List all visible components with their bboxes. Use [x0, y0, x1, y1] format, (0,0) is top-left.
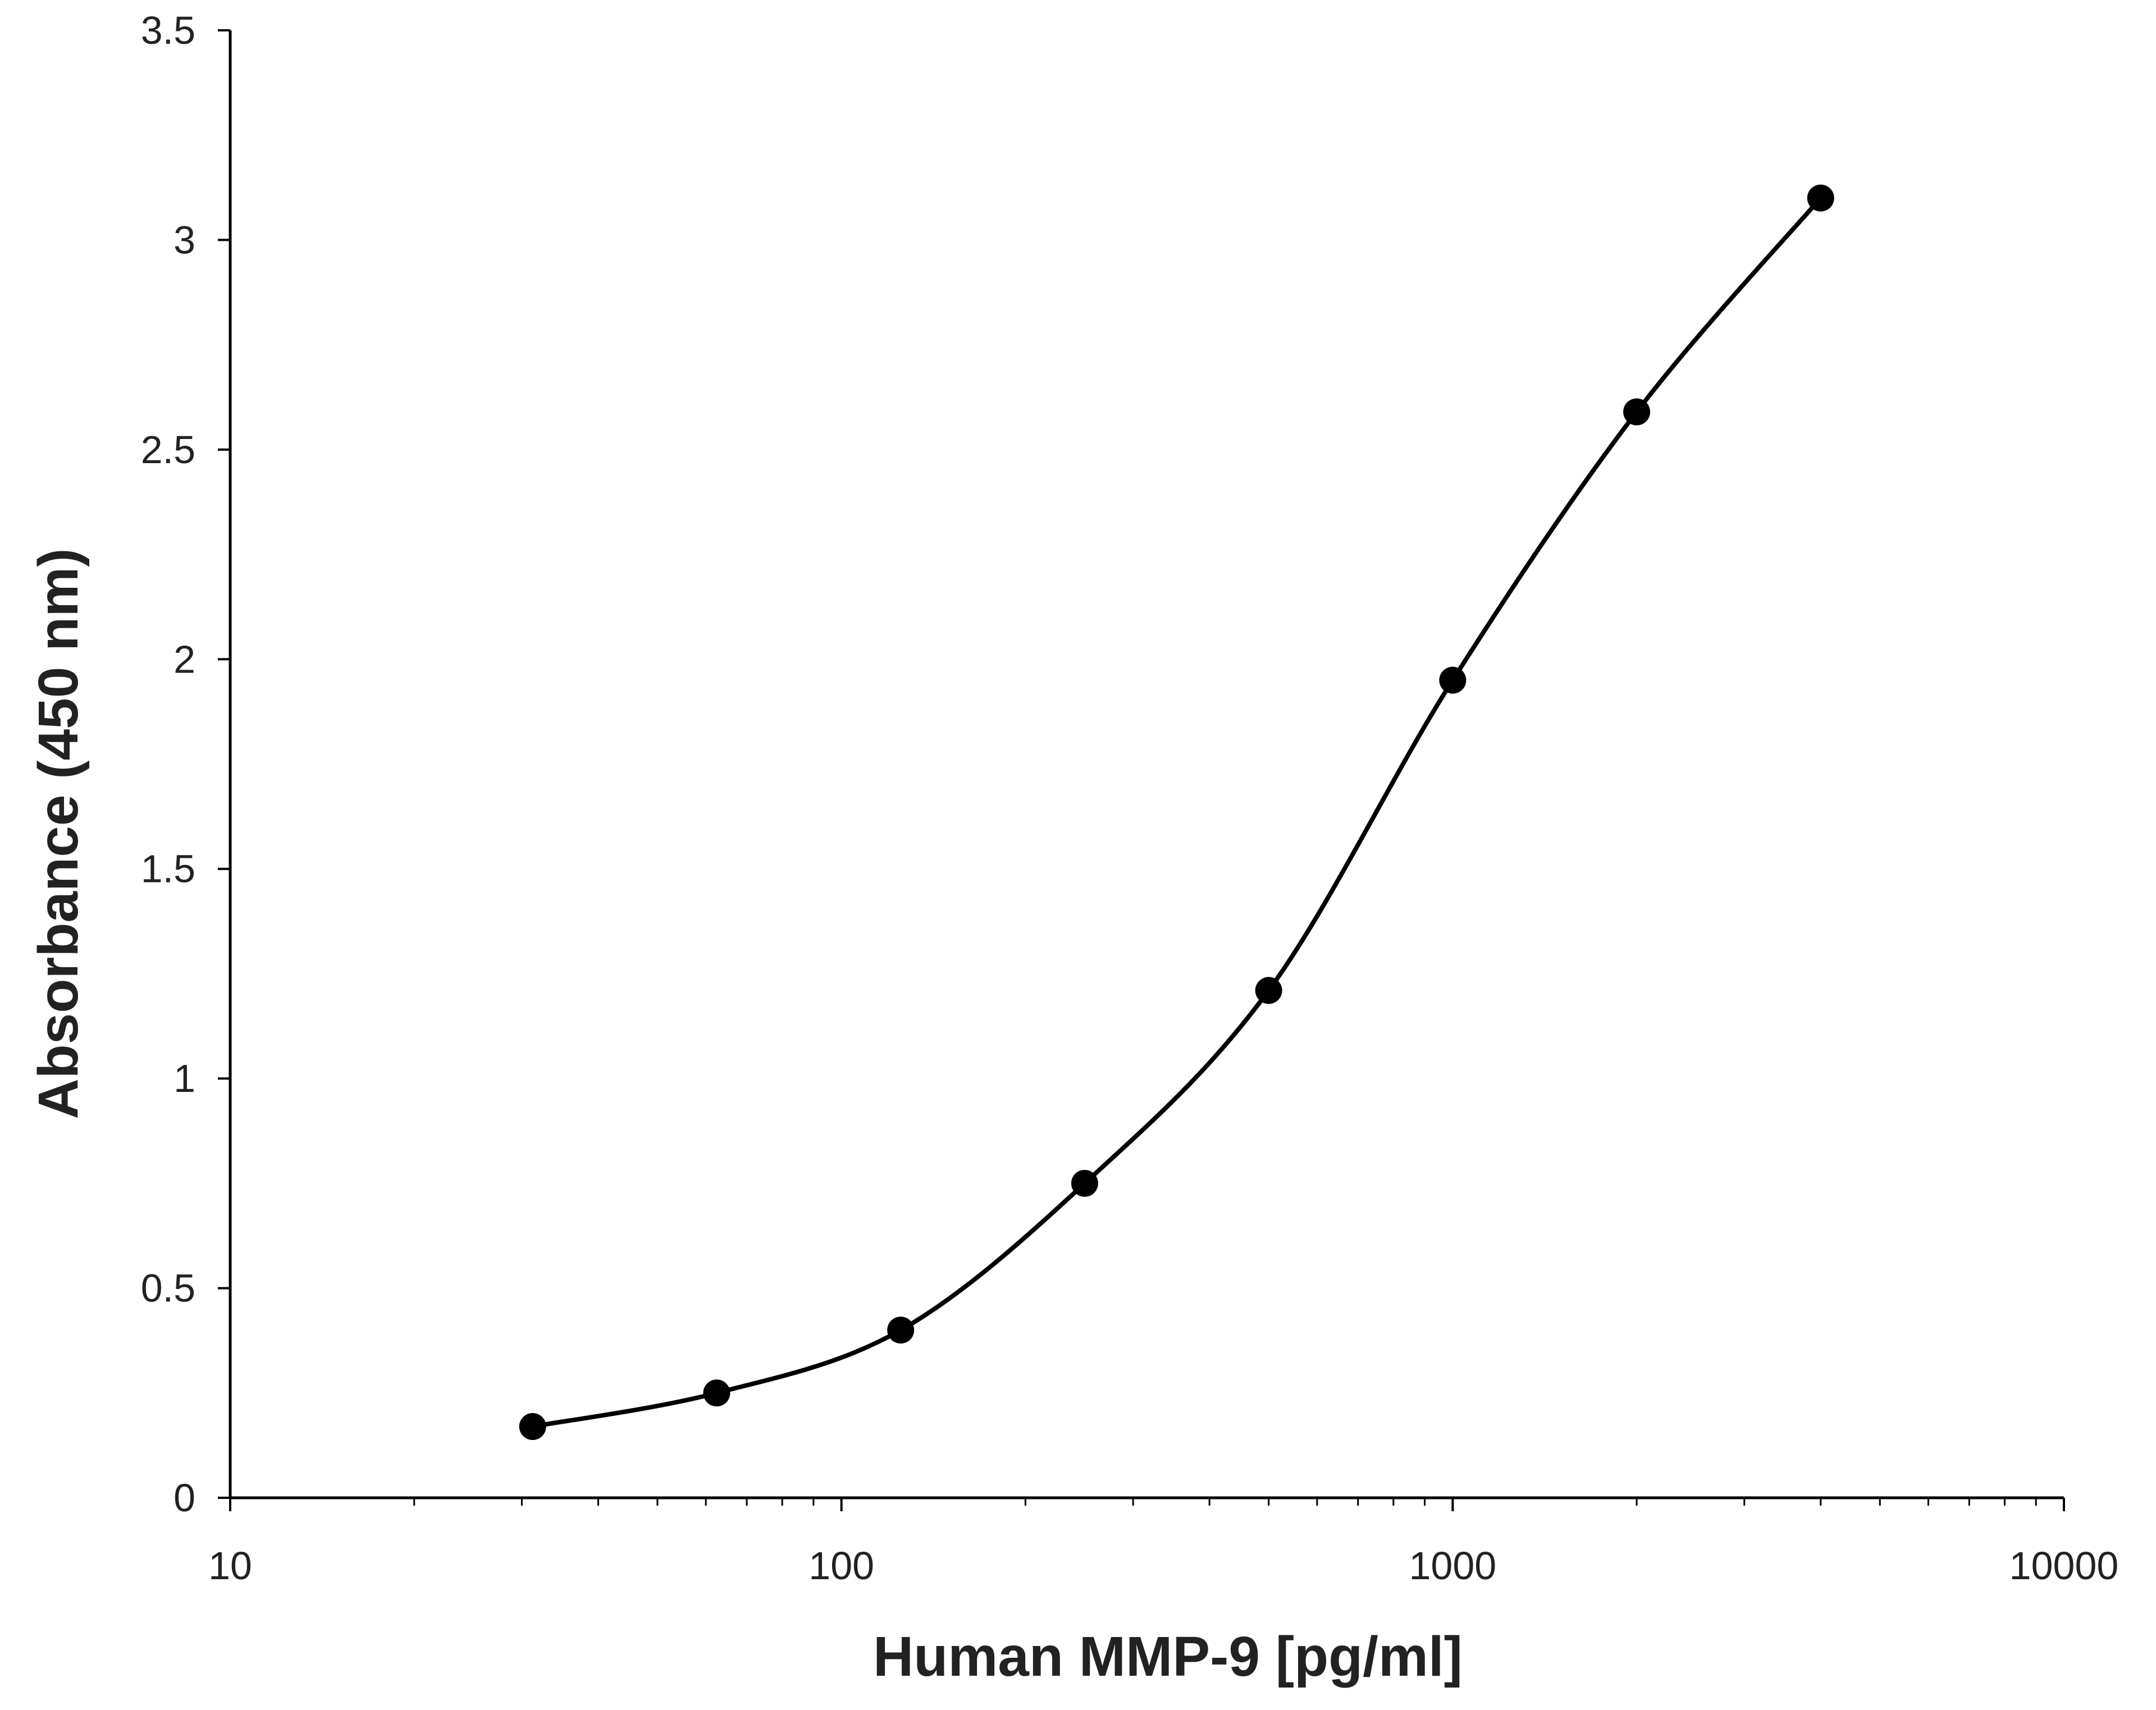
y-tick-label: 2	[173, 637, 195, 681]
data-point	[703, 1379, 730, 1407]
y-tick-labels: 0 0.5 1 1.5 2 2.5 3 3.5	[141, 8, 195, 1520]
y-tick-label: 3	[173, 218, 195, 262]
x-tick-label: 10000	[2009, 1544, 2119, 1588]
data-point	[1807, 184, 1834, 212]
x-axis-title: Human MMP-9 [pg/ml]	[873, 1625, 1463, 1688]
major-ticks	[218, 29, 2065, 1511]
x-tick-label: 1000	[1409, 1544, 1496, 1588]
data-point	[519, 1413, 546, 1441]
y-tick-label: 0	[173, 1476, 195, 1520]
y-tick-label: 3.5	[141, 8, 195, 52]
x-tick-labels: 10 100 1000 10000	[208, 1544, 2118, 1588]
y-tick-label: 0.5	[141, 1267, 195, 1310]
y-axis-title: Absorbance (450 nm)	[27, 548, 90, 1119]
data-point	[1071, 1169, 1098, 1197]
y-tick-label: 1.5	[141, 847, 195, 891]
x-tick-label: 10	[208, 1544, 252, 1588]
data-point	[1439, 666, 1467, 694]
data-point	[887, 1316, 915, 1344]
y-tick-label: 2.5	[141, 428, 195, 472]
x-tick-label: 100	[808, 1544, 874, 1588]
data-point	[1255, 977, 1282, 1004]
y-tick-label: 1	[173, 1057, 195, 1100]
series-layer	[519, 184, 1834, 1441]
series-line	[530, 195, 1823, 1429]
data-point	[1623, 398, 1651, 426]
